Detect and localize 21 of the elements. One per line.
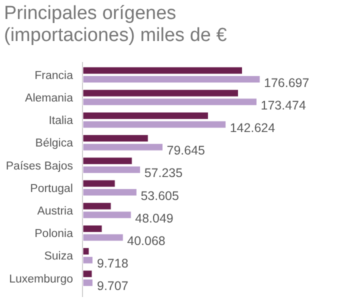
y-tick-label: Portugal bbox=[30, 182, 73, 195]
y-tick-label: Bélgica bbox=[35, 138, 74, 150]
data-label: 79.645 bbox=[166, 144, 206, 158]
y-tick-label: Francia bbox=[34, 70, 74, 82]
y-tick-label: Polonia bbox=[34, 228, 74, 240]
data-label: 40.068 bbox=[127, 234, 166, 248]
y-tick-label: Italia bbox=[48, 115, 74, 128]
y-tick-label: Países Bajos bbox=[6, 160, 74, 172]
data-label: 57.235 bbox=[144, 166, 183, 180]
data-label: 48.049 bbox=[135, 211, 174, 226]
data-label: 173.474 bbox=[260, 98, 306, 112]
data-label: 142.624 bbox=[230, 121, 276, 135]
y-tick-label: Alemania bbox=[25, 92, 74, 104]
chart-title: Principales orígenes (importaciones) miles de € bbox=[4, 3, 228, 46]
data-label: 9.707 bbox=[97, 279, 128, 294]
data-label: 9.718 bbox=[97, 256, 128, 271]
y-tick-label: Luxemburgo bbox=[9, 273, 73, 286]
data-label: 176.697 bbox=[264, 76, 310, 90]
y-tick-label: Suiza bbox=[44, 250, 74, 263]
y-tick-label: Austria bbox=[37, 206, 74, 218]
data-label: 53.605 bbox=[140, 188, 179, 203]
